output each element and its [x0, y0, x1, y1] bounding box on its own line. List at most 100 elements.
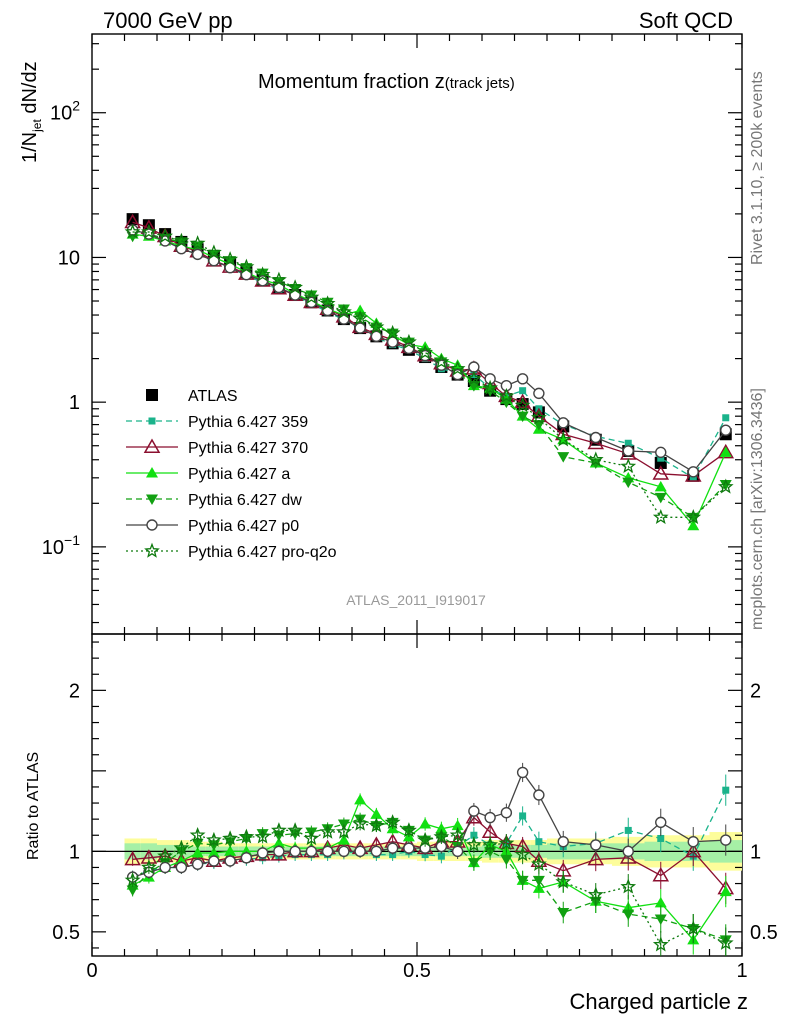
- data-point-pq2o: [498, 387, 515, 403]
- y-tick-label: 10: [58, 247, 80, 269]
- ratio-point-pq2o: [270, 822, 287, 838]
- data-point-pq2o: [433, 353, 450, 369]
- ratio-point-p370: [465, 809, 483, 824]
- ratio-point-p359: [519, 812, 527, 820]
- y-axis-label-main: 1/Njet dN/dz: [19, 61, 44, 163]
- series-line-pdw: [132, 233, 727, 519]
- ratio-point-pp0: [240, 852, 253, 864]
- data-point-pq2o: [717, 478, 734, 494]
- data-point-p359: [722, 414, 730, 422]
- data-point-pq2o: [368, 318, 385, 334]
- legend-label-p359: Pythia 6.427 359: [188, 414, 308, 431]
- data-point-p359: [519, 387, 527, 395]
- data-point-pp0: [256, 275, 269, 287]
- ratio-point-pp0: [533, 789, 545, 801]
- data-point-pq2o: [384, 324, 401, 340]
- ratio-point-pp0: [622, 845, 634, 858]
- rivet-label: Rivet 3.1.10, ≥ 200k events: [749, 71, 766, 265]
- ratio-frame-border: [91, 633, 743, 957]
- data-point-p359: [657, 454, 665, 462]
- legend-entry-atlas: ATLAS: [146, 388, 238, 405]
- legend-marker-pp0: [146, 519, 158, 531]
- ratio-point-p359: [722, 786, 730, 794]
- ratio-point-pq2o: [433, 828, 450, 844]
- legend-label-pp0: Pythia 6.427 p0: [188, 518, 299, 535]
- data-point-pdw: [354, 312, 367, 323]
- data-point-pq2o: [530, 409, 547, 425]
- ratio-point-p370: [587, 850, 605, 866]
- legend-label-pq2o: Pythia 6.427 pro-q2o: [188, 544, 337, 561]
- ratio-point-pq2o: [685, 920, 702, 936]
- ratio-point-pp0: [208, 855, 220, 867]
- ratio-point-pq2o: [303, 830, 320, 846]
- ratio-point-pdw: [532, 875, 545, 887]
- data-point-pq2o: [466, 370, 482, 386]
- data-point-pq2o: [157, 228, 173, 244]
- legend-entry-pq2o: Pythia 6.427 pro-q2o: [126, 542, 337, 561]
- ratio-point-pp0: [256, 847, 269, 859]
- data-point-pq2o: [222, 251, 239, 267]
- data-point-pq2o: [555, 431, 572, 447]
- ratio-point-pp0: [305, 845, 318, 858]
- ratio-point-p359: [437, 852, 445, 860]
- ratio-point-p359: [470, 831, 478, 839]
- ratio-line-pdw: [132, 818, 727, 941]
- ratio-point-pq2o: [157, 847, 174, 863]
- ratio-point-pq2o: [400, 822, 417, 838]
- ratio-point-pq2o: [466, 836, 482, 852]
- ratio-point-pq2o: [124, 871, 141, 888]
- ratio-point-pp0: [354, 845, 366, 858]
- ratio-point-pq2o: [205, 831, 222, 847]
- ratio-point-pa: [207, 846, 220, 858]
- ratio-line-pa: [132, 798, 727, 941]
- ratio-point-pdw: [654, 914, 667, 925]
- ratio-point-pq2o: [652, 936, 669, 952]
- ratio-point-pq2o: [352, 815, 369, 831]
- data-point-p370: [514, 393, 531, 409]
- legend-marker-pa: [146, 467, 158, 478]
- ratio-point-pa: [272, 837, 285, 848]
- data-point-pp0: [484, 373, 496, 385]
- chart-title: Momentum fraction z(track jets): [258, 71, 515, 93]
- ratio-point-pa: [719, 885, 732, 897]
- ratio-point-pp0: [468, 805, 480, 817]
- ratio-point-p370: [652, 866, 670, 882]
- ratio-point-p370: [124, 850, 141, 866]
- data-point-pq2o: [482, 379, 499, 395]
- ratio-point-pdw: [467, 858, 480, 869]
- data-point-pq2o: [319, 295, 336, 311]
- ratio-point-pq2o: [287, 822, 304, 838]
- data-point-pq2o: [254, 266, 271, 282]
- legend-marker-pdw: [146, 494, 158, 505]
- ratio-y-tick-label: 2: [69, 680, 80, 702]
- ratio-point-pdw: [126, 885, 139, 896]
- data-point-pq2o: [270, 271, 287, 287]
- data-point-p370: [717, 443, 735, 459]
- data-point-pq2o: [620, 458, 637, 474]
- legend-entry-pa: Pythia 6.427 a: [126, 466, 290, 483]
- ratio-point-pa: [419, 817, 432, 829]
- data-point-p359: [624, 439, 632, 447]
- ratio-y-tick-label: 1: [69, 841, 80, 863]
- ratio-point-pq2o: [717, 934, 734, 950]
- ratio-point-pp0: [321, 845, 334, 858]
- data-point-pq2o: [685, 508, 702, 525]
- ratio-point-pq2o: [620, 878, 637, 894]
- data-point-pq2o: [303, 288, 320, 305]
- data-point-pdw: [622, 477, 635, 489]
- ratio-point-pp0: [720, 834, 732, 846]
- header-process: Soft QCD: [639, 8, 733, 33]
- data-point-pdw: [719, 479, 732, 491]
- ratio-point-pa: [451, 819, 464, 831]
- ratio-y-tick-label-right: 0.5: [750, 922, 778, 944]
- data-point-pdw: [557, 452, 570, 463]
- data-point-pp0: [191, 248, 204, 261]
- data-point-pq2o: [352, 310, 369, 325]
- data-point-pp0: [516, 373, 529, 385]
- ratio-point-pq2o: [384, 814, 401, 830]
- ratio-point-pq2o: [189, 827, 206, 842]
- data-point-pp0: [557, 417, 569, 429]
- ratio-point-pa: [337, 834, 350, 845]
- data-point-pq2o: [449, 360, 466, 376]
- ratio-point-pdw: [500, 854, 513, 866]
